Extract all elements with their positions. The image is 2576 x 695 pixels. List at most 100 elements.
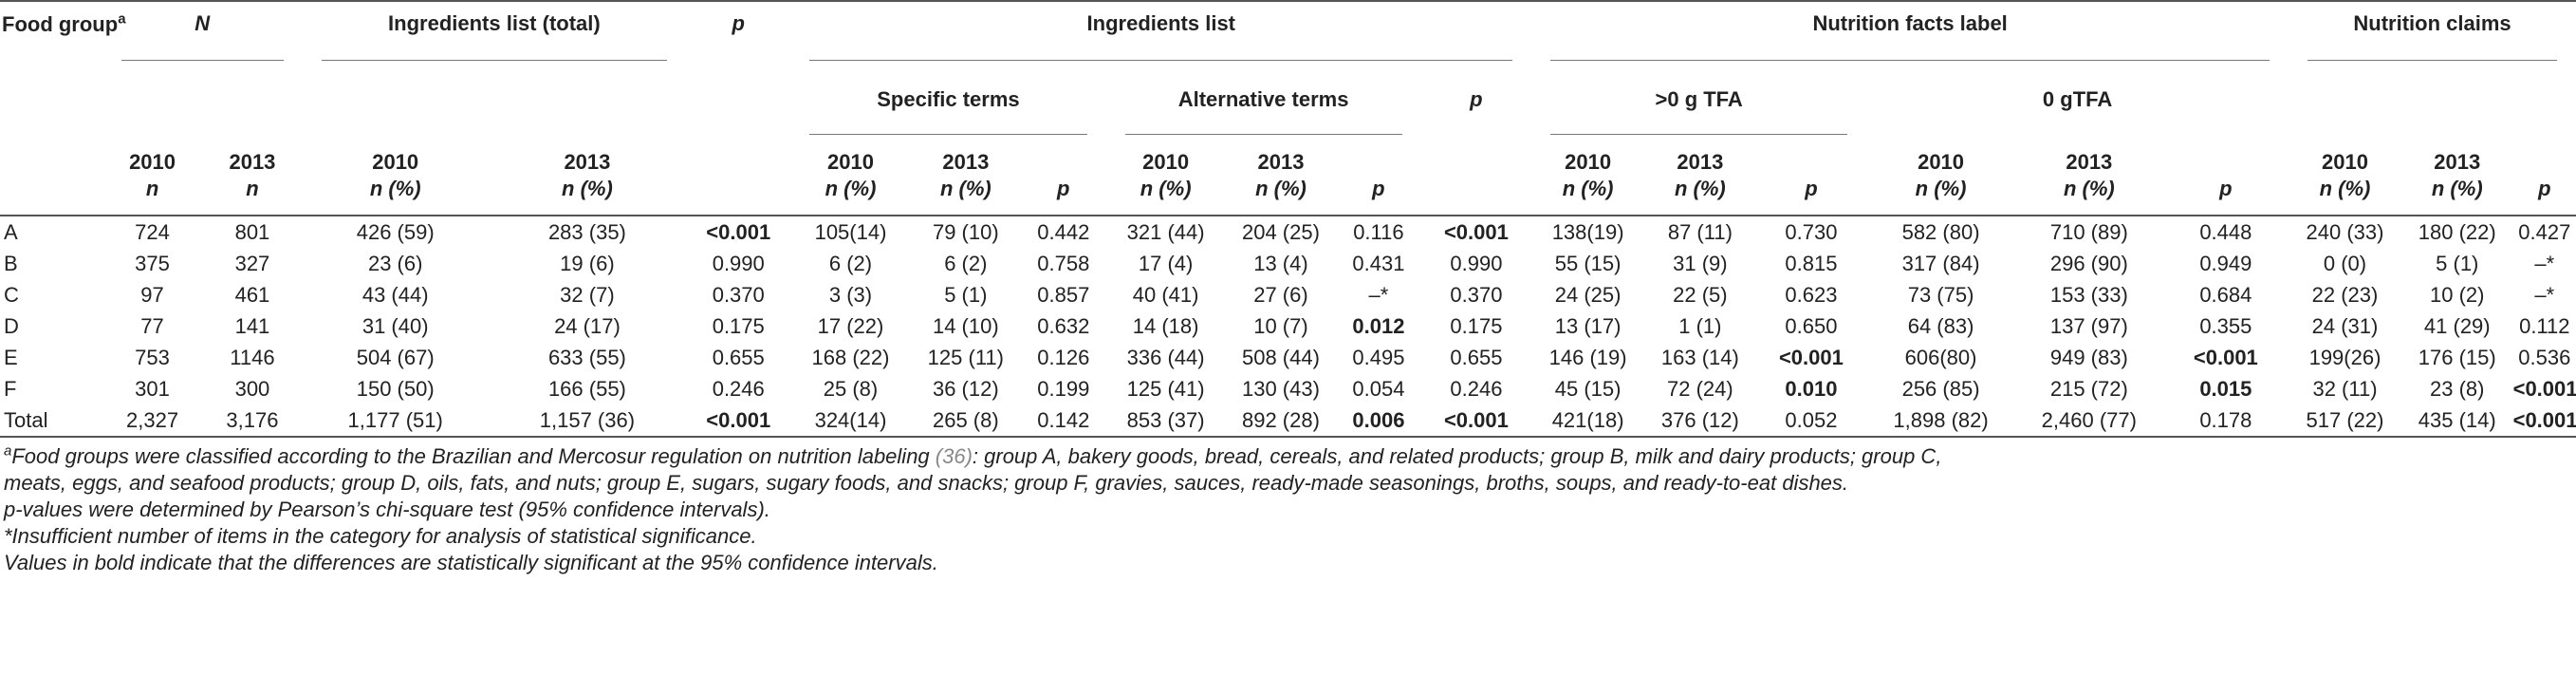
unit-header: n (%) xyxy=(1255,177,1307,200)
table-cell: 17 (22) xyxy=(817,313,884,338)
table-cell: 168 (22) xyxy=(811,345,890,369)
table-cell: 10 (2) xyxy=(2430,282,2485,307)
table-cell: 43 (44) xyxy=(361,282,429,307)
table-cell: 125 (11) xyxy=(927,345,1004,369)
table-cell: 0.355 xyxy=(2199,313,2252,338)
table-cell: 435 (14) xyxy=(2400,404,2513,438)
table-cell: 5 (1) xyxy=(2436,251,2479,275)
table-cell: 6 (2) xyxy=(828,251,873,275)
table-cell: 426 (59) xyxy=(302,215,489,248)
table-cell: 0.448 xyxy=(2162,215,2289,248)
table-row: D 77 141 31 (40) 24 (17) 0.175 17 (22) 14 (10) 0… xyxy=(0,310,2576,342)
table-cell: 327 xyxy=(234,251,270,275)
table-cell: 0.116 xyxy=(1336,215,1421,248)
unit-header: n xyxy=(145,177,159,200)
year-header: 2013 xyxy=(2434,150,2481,174)
header-gt0-tfa: >0 g TFA xyxy=(1531,63,1866,137)
table-cell: 0.199 xyxy=(1037,376,1090,401)
year-header: 2010 xyxy=(2322,150,2368,174)
header-nutrition-facts: Nutrition facts label xyxy=(1531,0,2289,63)
table-cell: –* xyxy=(2534,251,2555,275)
header-alternative-terms: Alternative terms xyxy=(1106,63,1421,137)
table-cell: 606(80) xyxy=(1904,345,1977,369)
unit-header: n (%) xyxy=(2063,177,2115,200)
table-cell: 23 (8) xyxy=(2430,376,2485,401)
table-cell: 1,177 (51) xyxy=(302,404,489,438)
table-cell: 31 (9) xyxy=(1673,251,1728,275)
table-cell: 0.006 xyxy=(1336,404,1421,438)
year-header: 2010 xyxy=(1565,150,1612,174)
unit-header: n (%) xyxy=(562,177,613,200)
table-cell: 0.655 xyxy=(712,345,765,369)
table-cell: 517 (22) xyxy=(2289,404,2401,438)
table-cell: 125 (41) xyxy=(1126,376,1205,401)
table-cell: 0.623 xyxy=(1785,282,1838,307)
table-cell: 0.949 xyxy=(2199,251,2252,275)
table-cell: 1 (1) xyxy=(1678,313,1722,338)
unit-header: n (%) xyxy=(1674,177,1726,200)
table-cell: 73 (75) xyxy=(1907,282,1974,307)
table-cell: 166 (55) xyxy=(547,376,626,401)
table-cell: 296 (90) xyxy=(2049,251,2128,275)
table-cell: 710 (89) xyxy=(2015,215,2163,248)
unit-header: n (%) xyxy=(2431,177,2483,200)
footnote-p-values: p-values were determined by Pearson’s ch… xyxy=(4,498,770,521)
table-cell: 3 (3) xyxy=(828,282,873,307)
table-cell: 256 (85) xyxy=(1901,376,1980,401)
row-label: D xyxy=(4,313,19,338)
table-cell: 55 (15) xyxy=(1554,251,1622,275)
table-cell: 0.010 xyxy=(1785,376,1838,401)
unit-header: p xyxy=(2538,177,2551,200)
row-label: F xyxy=(4,376,17,401)
table-cell: 949 (83) xyxy=(2049,345,2128,369)
table-cell: <0.001 xyxy=(2512,376,2576,401)
table-cell: 375 xyxy=(135,251,170,275)
table-cell: 72 (24) xyxy=(1667,376,1733,401)
table-cell: 45 (15) xyxy=(1554,376,1622,401)
unit-header: p xyxy=(2219,177,2233,200)
table-cell: 14 (18) xyxy=(1132,313,1199,338)
table-footnotes: aFood groups were classified according t… xyxy=(0,438,2576,576)
table-cell: 324(14) xyxy=(790,404,911,438)
table-cell: <0.001 xyxy=(686,215,791,248)
table-cell: 504 (67) xyxy=(356,345,435,369)
year-header: 2013 xyxy=(1677,150,1724,174)
table-cell: 801 xyxy=(202,215,303,248)
table-cell: 461 xyxy=(234,282,270,307)
table-cell: 36 (12) xyxy=(932,376,999,401)
table-cell: 0.175 xyxy=(712,313,765,338)
unit-header: p xyxy=(1805,177,1818,200)
year-header: 2010 xyxy=(129,150,176,174)
table-cell: 0.990 xyxy=(1450,251,1503,275)
table-cell: 31 (40) xyxy=(361,313,429,338)
table-cell: 0.758 xyxy=(1037,251,1090,275)
table-cell: 0.054 xyxy=(1352,376,1405,401)
table-cell: 79 (10) xyxy=(910,215,1022,248)
table-cell: 25 (8) xyxy=(823,376,879,401)
table-cell: 141 xyxy=(234,313,270,338)
table-cell: 163 (14) xyxy=(1660,345,1739,369)
table-cell: 582 (80) xyxy=(1866,215,2015,248)
table-cell: 153 (33) xyxy=(2049,282,2128,307)
table-cell: 3,176 xyxy=(202,404,303,438)
table-cell: 724 xyxy=(102,215,203,248)
unit-header: n (%) xyxy=(1915,177,1967,200)
header-p: p xyxy=(686,0,791,63)
table-cell: 77 xyxy=(140,313,164,338)
table-cell: 22 (5) xyxy=(1673,282,1728,307)
table-cell: <0.001 xyxy=(1778,345,1844,369)
table-cell: 2,327 xyxy=(102,404,203,438)
reference-link[interactable]: (36) xyxy=(935,444,973,468)
table-cell: 215 (72) xyxy=(2049,376,2128,401)
header-ingredients-total: Ingredients list (total) xyxy=(302,0,687,63)
table-cell: 300 xyxy=(234,376,270,401)
table-cell: 0.246 xyxy=(1450,376,1503,401)
unit-header: n (%) xyxy=(1562,177,1614,200)
table-cell: 24 (31) xyxy=(2311,313,2379,338)
table-row: B 375 327 23 (6) 19 (6) 0.990 6 (2) 6 (2) 0.758 1… xyxy=(0,248,2576,279)
footnote-asterisk: *Insufficient number of items in the cat… xyxy=(4,524,757,548)
unit-header: p xyxy=(1372,177,1385,200)
table-cell: 23 (6) xyxy=(367,251,423,275)
table-cell: 0.015 xyxy=(2199,376,2252,401)
unit-header: n (%) xyxy=(1140,177,1192,200)
